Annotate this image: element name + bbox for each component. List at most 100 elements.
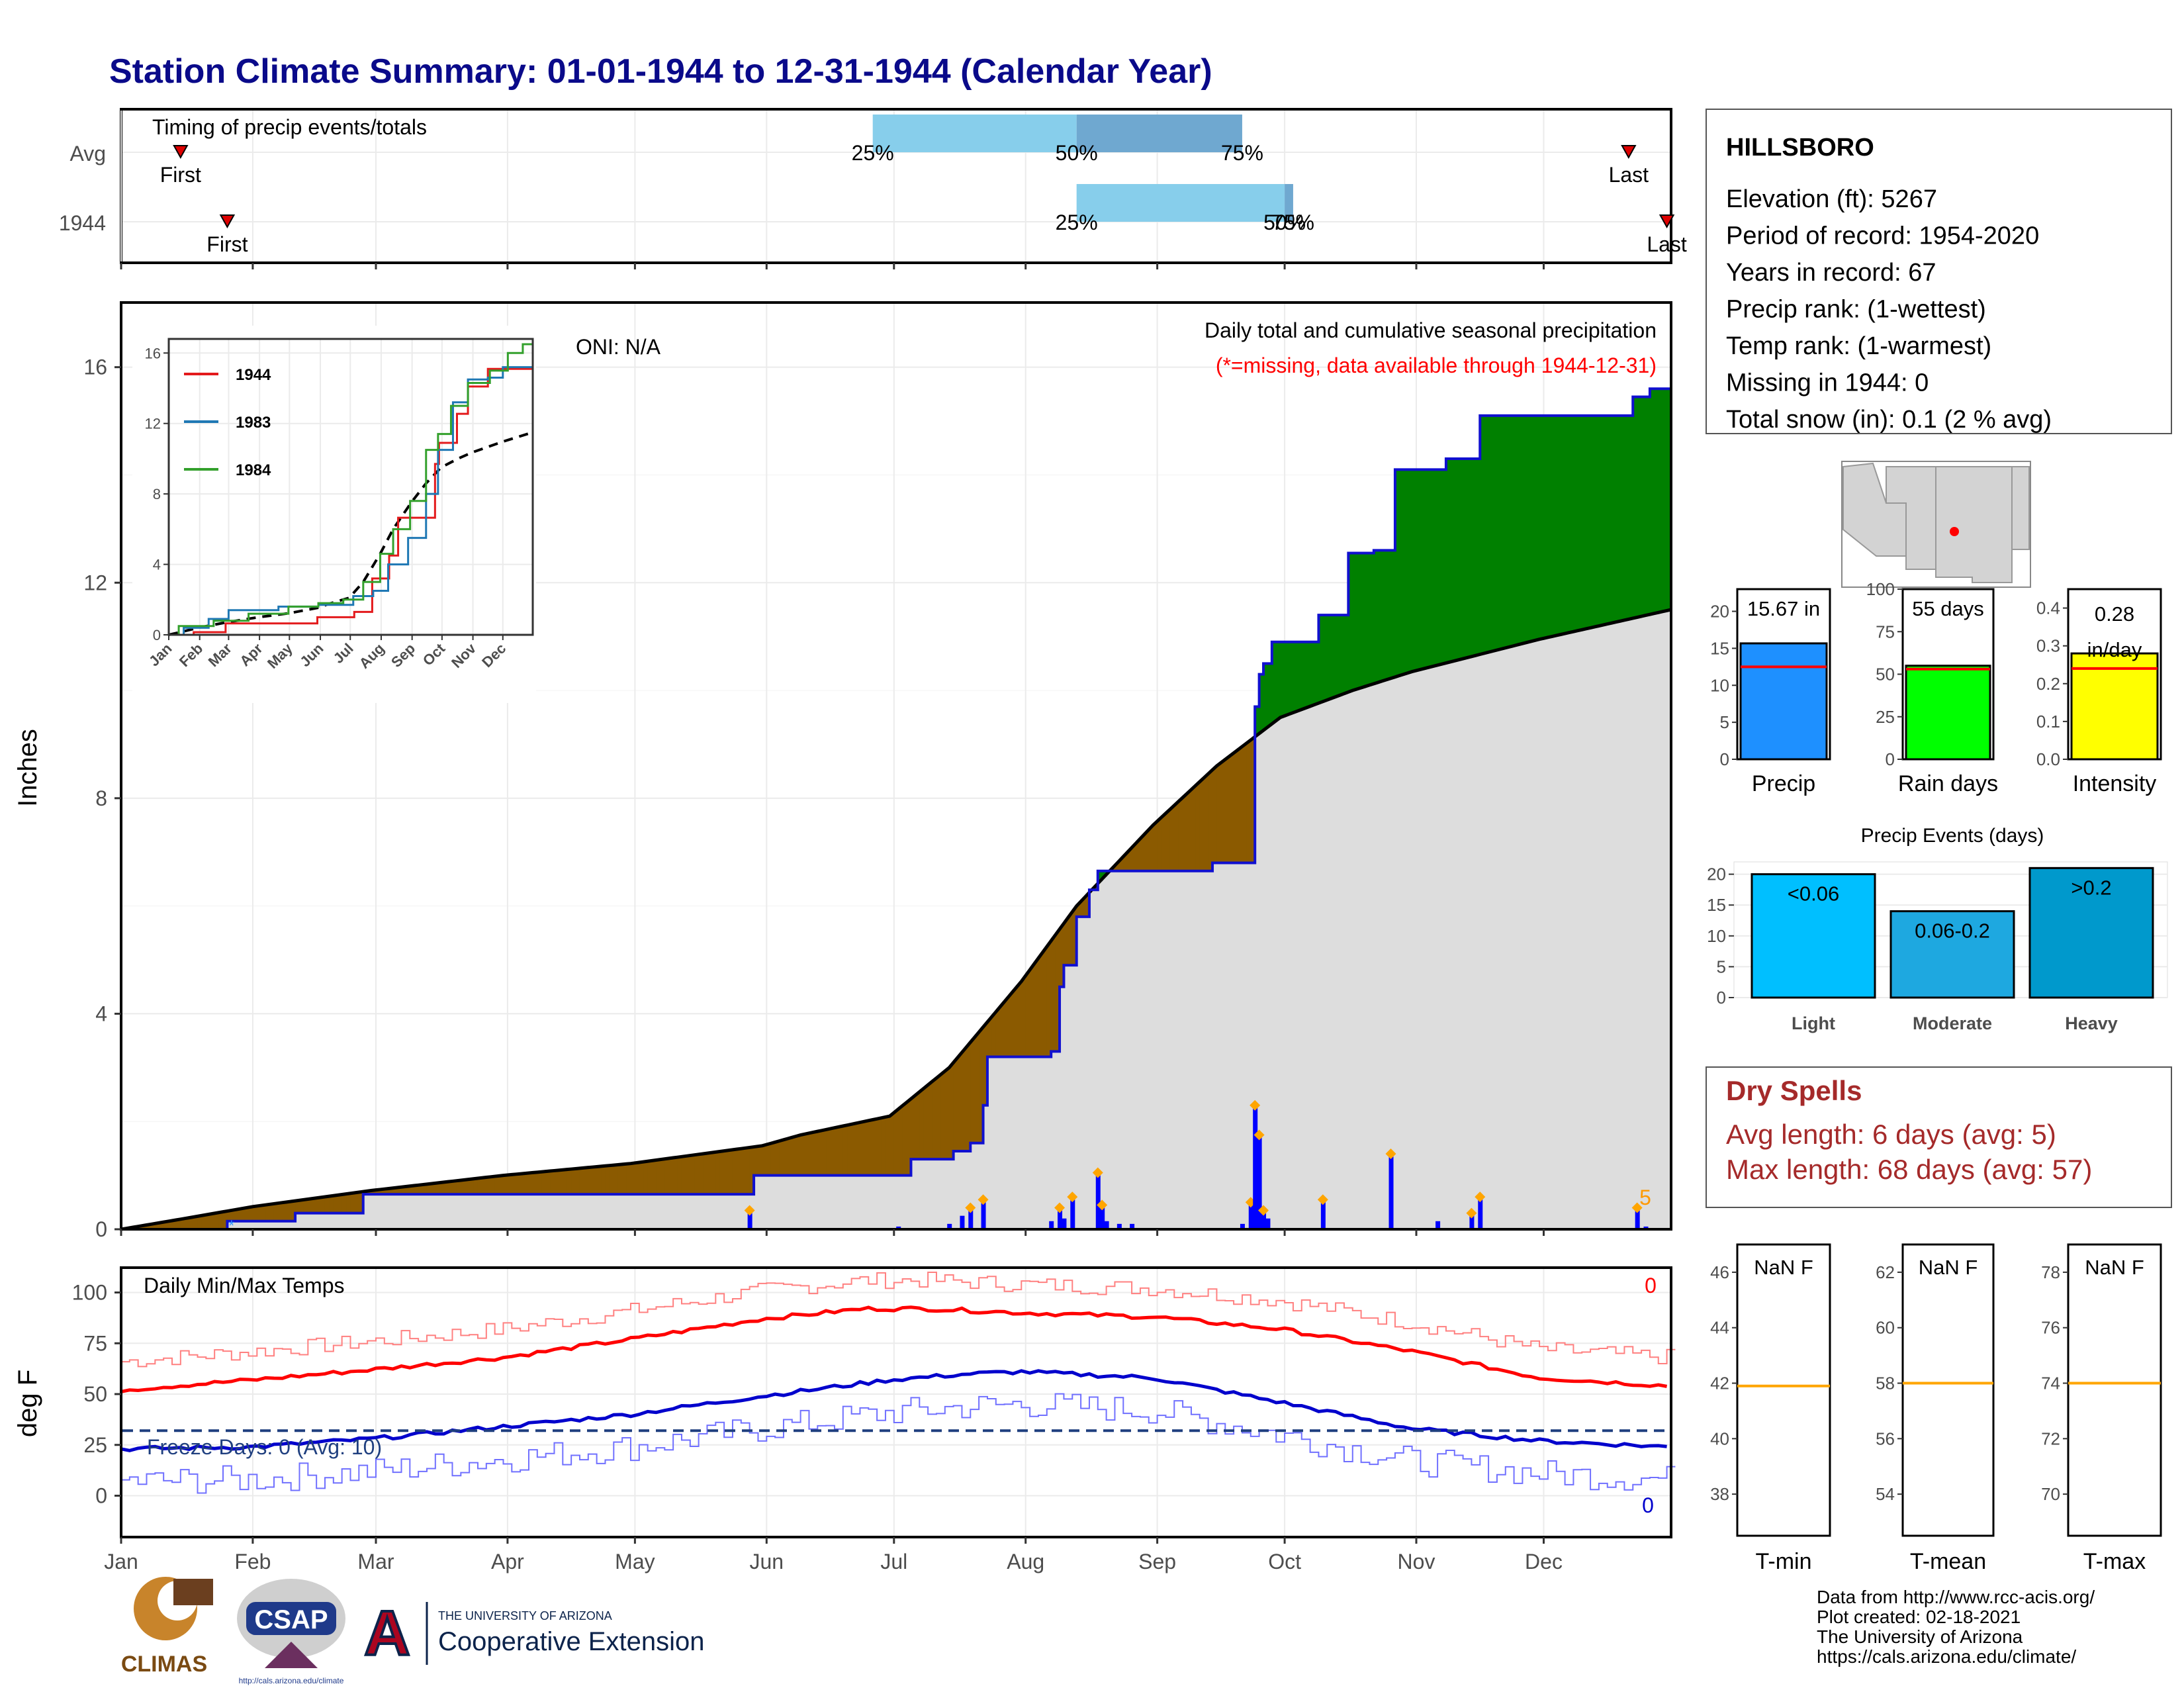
below-normal-area xyxy=(809,1133,814,1176)
below-normal-area xyxy=(940,1072,946,1160)
below-normal-area xyxy=(889,1114,895,1176)
below-normal-area xyxy=(953,1060,958,1151)
ua-logo-block xyxy=(361,1610,414,1658)
precip-ylabel: Inches xyxy=(13,729,42,807)
above-normal-area xyxy=(1510,415,1515,647)
above-normal-area xyxy=(1607,415,1612,624)
summary-label: Intensity xyxy=(2073,771,2157,796)
below-normal-area xyxy=(588,1167,593,1195)
below-normal-area xyxy=(923,1086,929,1160)
timing-panel: Timing of precip events/totals Avg 1944 … xyxy=(59,108,1687,269)
below-normal-area xyxy=(405,1186,410,1195)
below-normal-area xyxy=(528,1172,533,1195)
above-normal-area xyxy=(1289,641,1294,714)
inset-series-1984 xyxy=(169,339,534,636)
below-normal-area xyxy=(524,1173,529,1195)
below-normal-area xyxy=(1225,757,1230,863)
daily-precip-bar xyxy=(1248,1202,1253,1229)
above-normal-area xyxy=(1666,389,1672,610)
below-normal-area xyxy=(1157,819,1162,871)
daily-precip-bar xyxy=(1100,1205,1105,1229)
below-normal-area xyxy=(868,1120,874,1176)
below-normal-area xyxy=(1174,803,1179,871)
heavy-event-marker xyxy=(1466,1207,1477,1219)
below-normal-area xyxy=(473,1178,478,1195)
below-normal-area xyxy=(1046,943,1052,1057)
above-normal-area xyxy=(1565,415,1570,633)
below-normal-area xyxy=(422,1184,428,1195)
above-normal-area xyxy=(1394,469,1400,677)
temp-box-value: NaN F xyxy=(2085,1256,2144,1279)
events-bar-label: 0.06-0.2 xyxy=(1915,919,1990,943)
below-normal-area xyxy=(418,1184,424,1195)
above-normal-area xyxy=(1433,469,1438,666)
below-normal-area xyxy=(1187,791,1192,871)
month-label: Oct xyxy=(1268,1550,1301,1573)
below-normal-area xyxy=(652,1160,657,1195)
below-normal-area xyxy=(830,1128,835,1176)
timing-first-label: First xyxy=(160,163,201,187)
below-normal-area xyxy=(414,1185,419,1195)
below-normal-area xyxy=(1161,815,1167,871)
above-normal-area xyxy=(1645,397,1651,615)
temp-ytick-label: 50 xyxy=(83,1382,107,1406)
above-normal-area xyxy=(1314,641,1320,704)
above-normal-area xyxy=(1424,469,1430,668)
above-normal-area xyxy=(1488,415,1494,652)
below-normal-area xyxy=(745,1147,751,1195)
below-normal-area xyxy=(1220,761,1226,863)
temp-box-tick-label: 56 xyxy=(1876,1429,1895,1448)
below-normal-area xyxy=(1115,863,1120,871)
below-normal-area xyxy=(142,1225,148,1229)
below-normal-area xyxy=(944,1069,950,1160)
timing-q25-label: 25% xyxy=(1056,211,1098,234)
timing-bar-25-50 xyxy=(872,115,1077,152)
inset-legend-label: 1983 xyxy=(236,414,271,432)
below-normal-area xyxy=(269,1203,275,1221)
above-normal-area xyxy=(1641,397,1647,616)
below-normal-area xyxy=(694,1154,700,1195)
above-normal-area xyxy=(1408,469,1413,673)
freeze-days: Freeze Days: 0 (Avg: 10) xyxy=(147,1435,382,1459)
below-normal-area xyxy=(244,1207,250,1221)
daily-precip-bar xyxy=(896,1226,901,1229)
below-normal-area xyxy=(893,1111,899,1176)
below-normal-area xyxy=(614,1164,619,1195)
timing-last-marker xyxy=(1659,214,1675,229)
above-normal-area xyxy=(1496,415,1502,650)
temp-box-tick-label: 72 xyxy=(2041,1429,2060,1448)
temp-ylabel: deg F xyxy=(13,1370,42,1437)
above-normal-area xyxy=(1590,415,1596,628)
below-normal-area xyxy=(520,1173,525,1195)
below-normal-area xyxy=(991,1014,997,1057)
below-normal-area xyxy=(477,1178,482,1195)
csap-label-bg xyxy=(246,1602,336,1635)
below-normal-area xyxy=(958,1055,963,1151)
below-normal-area xyxy=(656,1160,661,1195)
above-normal-area xyxy=(1420,469,1426,669)
above-normal-area xyxy=(1624,415,1629,620)
page-title: Station Climate Summary: 01-01-1944 to 1… xyxy=(109,52,1212,91)
tmax-record-line xyxy=(121,1272,1676,1368)
below-normal-area xyxy=(592,1166,598,1195)
above-normal-area xyxy=(1603,415,1608,625)
above-normal-area xyxy=(1365,553,1371,686)
above-normal-area xyxy=(1612,415,1617,623)
daily-precip-bar xyxy=(1104,1221,1109,1229)
daily-precip-bar xyxy=(1478,1197,1483,1229)
events-bar-light xyxy=(1751,873,1876,999)
below-normal-area xyxy=(821,1130,827,1176)
temp-box-tick-label: 38 xyxy=(1710,1484,1729,1504)
above-normal-area xyxy=(1543,415,1549,638)
below-normal-area xyxy=(448,1181,453,1195)
month-label: Aug xyxy=(1007,1550,1044,1573)
temp-box-label: T-mean xyxy=(1910,1549,1986,1574)
above-normal-area xyxy=(1331,615,1336,698)
heavy-event-marker xyxy=(978,1194,989,1205)
below-normal-area xyxy=(1165,811,1171,871)
below-normal-area xyxy=(915,1094,920,1160)
below-normal-area xyxy=(1183,795,1188,871)
below-normal-area xyxy=(516,1174,521,1195)
timing-title: Timing of precip events/totals xyxy=(152,115,427,139)
